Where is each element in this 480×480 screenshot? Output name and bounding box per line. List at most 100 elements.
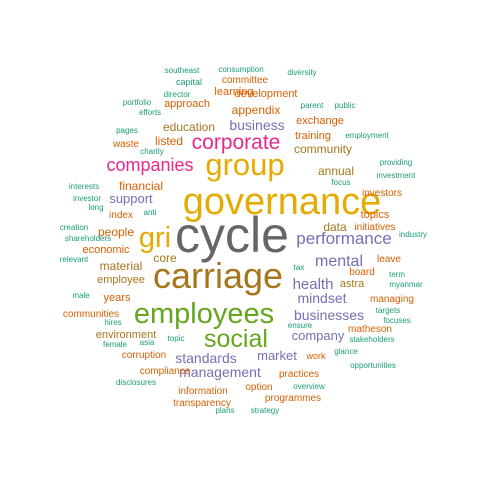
word-group: group [205, 147, 284, 182]
word-stakeholders: stakeholders [349, 335, 394, 344]
word-governance: governance [183, 181, 382, 223]
word-mindset: mindset [297, 290, 346, 306]
word-asia: asia [140, 338, 155, 347]
word-opportunities: opportunities [350, 361, 396, 370]
word-glance: glance [334, 347, 358, 356]
word-economic: economic [82, 244, 130, 256]
word-communities: communities [63, 309, 119, 320]
word-hires: hires [104, 318, 121, 327]
word-development: development [235, 88, 298, 100]
word-index: index [109, 210, 133, 221]
word-plans: plans [215, 406, 234, 415]
word-astra: astra [340, 278, 365, 290]
word-public: public [335, 101, 356, 110]
word-gri: gri [139, 222, 171, 254]
word-diversity: diversity [287, 68, 316, 77]
word-annual: annual [318, 164, 354, 178]
word-strategy: strategy [251, 406, 279, 415]
word-long: long [88, 203, 103, 212]
word-financial: financial [119, 179, 163, 193]
word-material: material [100, 259, 143, 273]
word-standards: standards [175, 350, 236, 366]
word-parent: parent [301, 101, 324, 110]
word-pages: pages [116, 126, 138, 135]
word-initiatives: initiatives [354, 222, 395, 233]
word-employment: employment [345, 131, 389, 140]
word-consumption: consumption [218, 65, 263, 74]
word-shareholders: shareholders [65, 234, 111, 243]
word-tax: tax [294, 263, 305, 272]
word-work: work [305, 351, 326, 361]
word-social: social [204, 325, 268, 353]
word-male: male [72, 291, 90, 300]
word-female: female [103, 340, 128, 349]
word-learning: learning [214, 86, 253, 98]
word-targets: targets [376, 306, 400, 315]
word-employee: employee [97, 274, 145, 286]
word-committee: committee [222, 75, 269, 86]
word-company: company [292, 328, 345, 343]
word-ensure: ensure [288, 321, 313, 330]
word-performance: performance [296, 229, 391, 248]
word-option: option [245, 382, 272, 393]
word-corruption: corruption [122, 350, 166, 361]
word-topics: topics [361, 209, 390, 221]
word-health: health [293, 276, 334, 293]
word-carriage: carriage [153, 255, 283, 296]
word-practices: practices [279, 369, 319, 380]
word-years: years [104, 292, 131, 304]
word-creation: creation [60, 223, 88, 232]
word-waste: waste [112, 139, 140, 150]
word-portfolio: portfolio [123, 98, 152, 107]
word-data: data [323, 220, 347, 234]
word-anti: anti [144, 208, 157, 217]
word-support: support [109, 191, 153, 206]
word-employees: employees [134, 298, 274, 330]
word-interests: interests [69, 182, 99, 191]
word-transparency: transparency [173, 398, 231, 409]
word-investment: investment [377, 171, 416, 180]
word-core: core [153, 251, 177, 265]
word-community: community [294, 142, 352, 156]
word-board: board [349, 267, 375, 278]
word-cycle: cycle [175, 207, 289, 263]
word-disclosures: disclosures [116, 378, 156, 387]
word-listed: listed [155, 134, 183, 148]
word-programmes: programmes [265, 393, 321, 404]
word-corporate: corporate [192, 131, 281, 154]
word-businesses: businesses [294, 307, 364, 323]
word-industry: industry [399, 230, 427, 239]
word-exchange: exchange [296, 115, 344, 127]
word-information: information [178, 386, 227, 397]
word-focuses: focuses [383, 316, 411, 325]
word-providing: providing [380, 158, 412, 167]
word-people: people [98, 225, 134, 239]
word-overview: overview [293, 382, 325, 391]
word-focus: focus [331, 178, 350, 187]
word-companies: companies [106, 155, 193, 175]
word-market: market [257, 348, 297, 363]
word-training: training [295, 130, 331, 142]
word-management: management [179, 364, 261, 380]
word-business: business [229, 117, 284, 133]
word-director: director [164, 90, 191, 99]
word-environment: environment [96, 329, 157, 341]
word-education: education [163, 120, 215, 134]
word-investor: investor [73, 194, 101, 203]
word-term: term [389, 270, 405, 279]
word-southeast: southeast [165, 66, 200, 75]
word-investors: investors [362, 188, 402, 199]
word-relevant: relevant [60, 255, 89, 264]
word-compliance: compliance [140, 366, 191, 377]
word-charity: charity [140, 147, 164, 156]
word-mental: mental [315, 253, 363, 270]
word-matheson: matheson [348, 324, 392, 335]
word-topic: topic [168, 334, 185, 343]
word-capital: capital [176, 77, 202, 87]
word-myanmar: myanmar [389, 280, 423, 289]
word-appendix: appendix [232, 103, 281, 117]
word-managing: managing [370, 294, 414, 305]
word-leave: leave [377, 254, 401, 265]
word-approach: approach [164, 98, 210, 110]
